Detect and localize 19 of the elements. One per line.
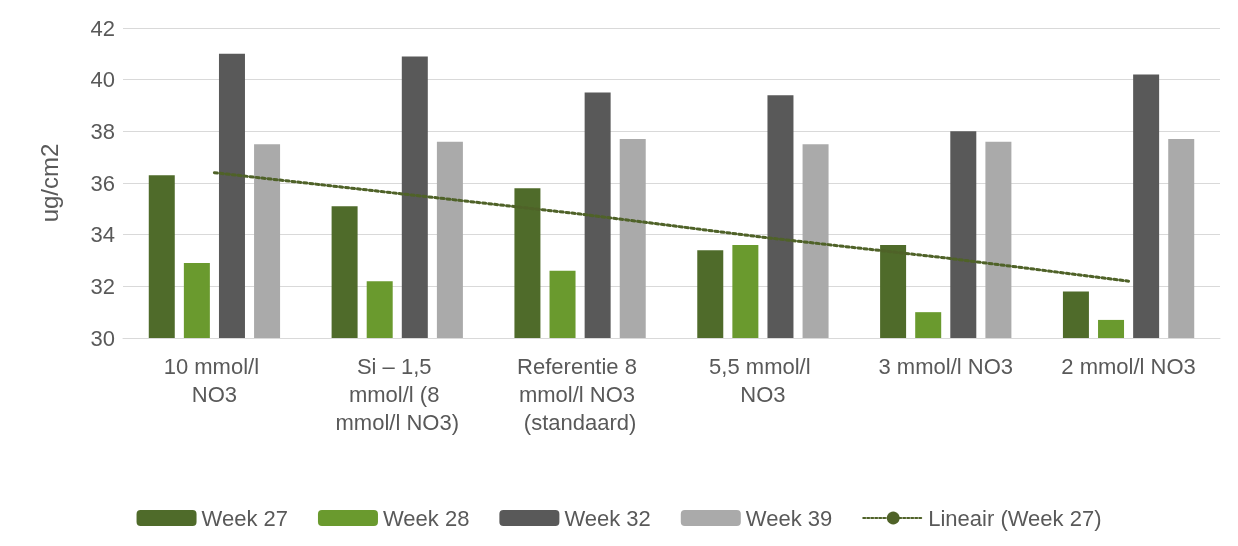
y-tick-label: 38	[90, 118, 115, 144]
legend-label: Week 32	[564, 505, 651, 531]
legend-label: Week 28	[382, 505, 470, 531]
y-tick-label: 34	[90, 222, 115, 248]
y-axis-title: ug/cm2	[35, 143, 63, 223]
y-tick-label: 36	[90, 170, 115, 196]
x-tick-label: Si – 1,5 mmol/l (8 mmol/l NO3)	[335, 353, 459, 435]
y-tick-label: 30	[90, 325, 115, 351]
x-tick-label: 2 mmol/l NO3	[1061, 353, 1196, 379]
legend-label: Lineair (Week 27)	[928, 505, 1102, 531]
x-tick-label: 5,5 mmol/l NO3	[709, 353, 817, 407]
x-tick-label: Referentie 8 mmol/l NO3 (standaard)	[517, 353, 644, 435]
x-tick-label: 10 mmol/l NO3	[163, 353, 266, 407]
y-tick-label: 32	[90, 273, 115, 299]
x-tick-label: 3 mmol/l NO3	[878, 353, 1013, 379]
legend-label: Week 39	[745, 505, 833, 531]
legend-label: Week 27	[201, 505, 288, 531]
y-tick-label: 42	[90, 15, 115, 41]
y-tick-label: 40	[90, 67, 115, 93]
